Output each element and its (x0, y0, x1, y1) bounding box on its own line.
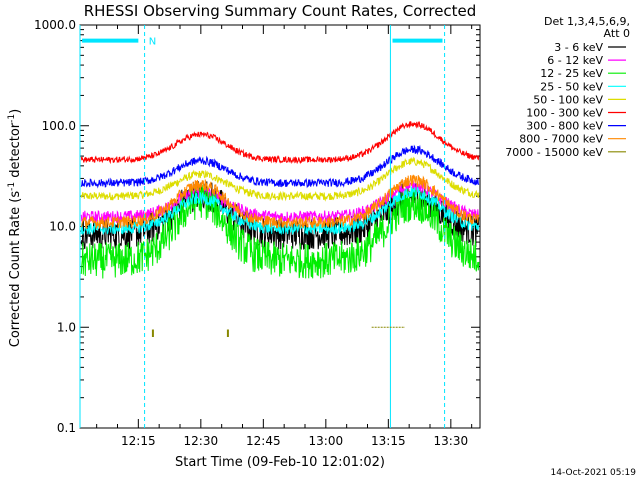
overlay-layer: N (79, 25, 446, 428)
y-tick-label: 1000.0 (34, 18, 76, 32)
legend-entry-label: 300 - 800 keV (526, 120, 603, 133)
footer-timestamp: 14-Oct-2021 05:19 (551, 468, 637, 478)
x-tick-label: 13:15 (371, 434, 406, 448)
legend-entry-label: 7000 - 15000 keV (505, 146, 603, 159)
legend-header-line1: Det 1,3,4,5,6,9, (544, 15, 630, 28)
legend-entry-label: 3 - 6 keV (554, 41, 603, 54)
y-axis-label: Corrected Count Rate (s-1 detector-1) (7, 109, 23, 347)
series-line (80, 174, 480, 230)
y-tick-label: 0.1 (57, 421, 76, 435)
x-tick-label: 12:30 (184, 434, 219, 448)
series-line (80, 156, 480, 202)
y-tick-label: 1.0 (57, 320, 76, 334)
y-axis-label-exponent: -1 (7, 182, 17, 191)
legend-entry-label: 6 - 12 keV (547, 54, 603, 67)
y-axis-label-main: Corrected Count Rate (s (8, 191, 23, 348)
plot-axes: 1000.0 100.0 10.0 1.0 0.1 12:15 12:30 12:45 13:0… (34, 18, 481, 448)
x-tick-label: 13:00 (309, 434, 344, 448)
x-tick-label: 13:30 (434, 434, 469, 448)
y-axis-label-exponent2: -1 (7, 114, 17, 123)
y-axis-label-end: ) (8, 109, 23, 114)
x-axis-label: Start Time (09-Feb-10 12:01:02) (175, 455, 385, 470)
y-axis-label-middle: detector (8, 122, 23, 182)
series-line (80, 184, 480, 279)
night-label: N (149, 37, 156, 48)
legend-entry-label: 800 - 7000 keV (519, 133, 603, 146)
legend-entry-label: 100 - 300 keV (526, 107, 603, 120)
y-tick-label: 100.0 (42, 119, 76, 133)
x-tick-label: 12:45 (246, 434, 281, 448)
series-line (80, 144, 480, 189)
x-tick-label: 12:15 (121, 434, 156, 448)
legend-entry-label: 50 - 100 keV (533, 93, 603, 106)
legend-header-line2: Att 0 (604, 27, 630, 40)
series-line (80, 121, 480, 165)
series-layer (80, 121, 480, 279)
y-tick-label: 10.0 (49, 220, 76, 234)
legend-entry-label: 12 - 25 keV (540, 67, 603, 80)
legend-entry-label: 25 - 50 keV (540, 80, 603, 93)
chart-title: RHESSI Observing Summary Count Rates, Co… (84, 2, 477, 20)
